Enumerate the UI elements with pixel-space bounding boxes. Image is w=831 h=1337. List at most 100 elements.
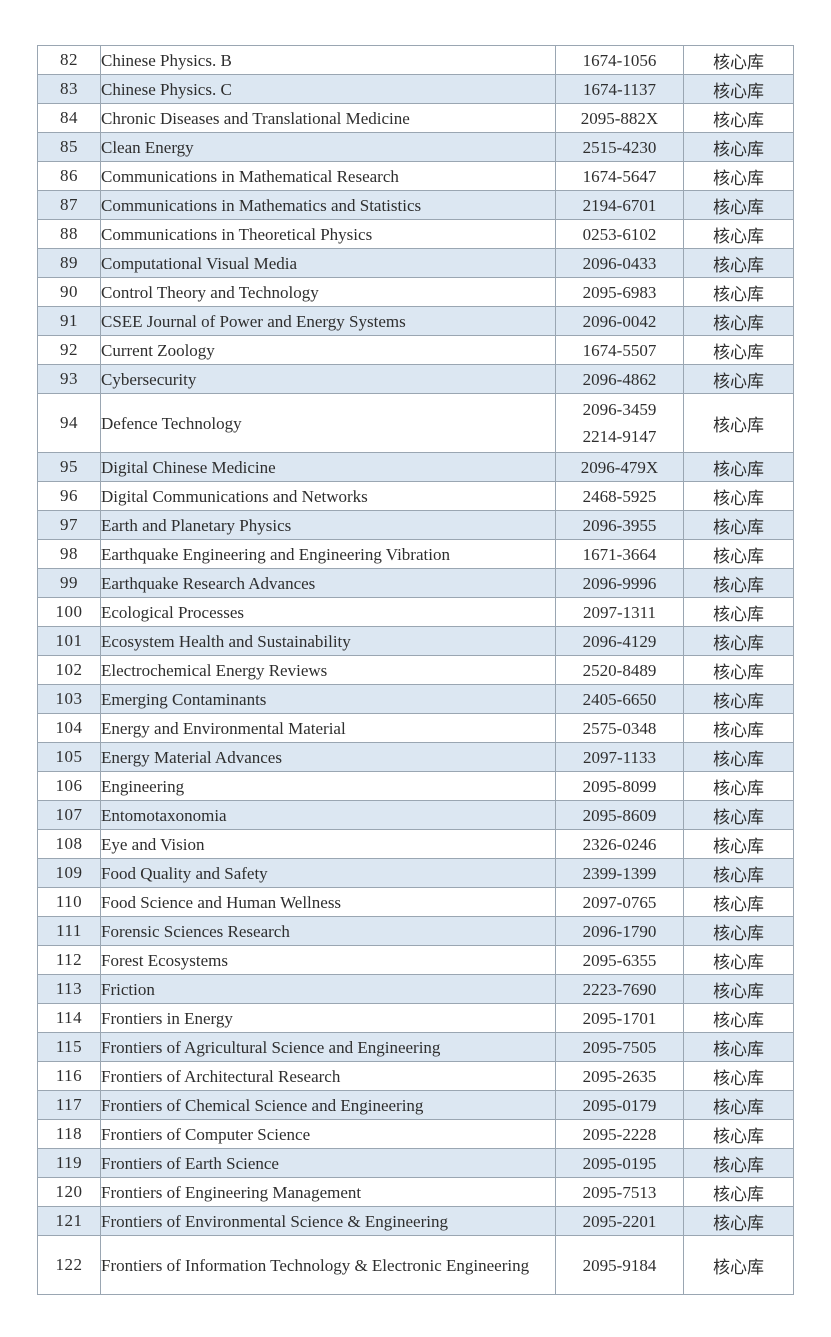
row-number-cell: 112: [37, 945, 101, 975]
status-cell: 核心库: [683, 481, 794, 511]
status-cell: 核心库: [683, 277, 794, 307]
issn-cell: 2575-0348: [555, 713, 684, 743]
journal-name-cell: Ecological Processes: [100, 597, 556, 627]
issn-value: 2096-4862: [582, 369, 657, 389]
journal-name-cell: Forensic Sciences Research: [100, 916, 556, 946]
issn-value: 2096-1790: [582, 921, 657, 941]
journal-name-cell: Frontiers of Computer Science: [100, 1119, 556, 1149]
row-number-cell: 122: [37, 1235, 101, 1295]
journal-name-cell: Defence Technology: [100, 393, 556, 453]
status-cell: 核心库: [683, 684, 794, 714]
issn-value: 2095-0179: [582, 1095, 657, 1115]
issn-value: 2095-0195: [582, 1153, 657, 1173]
status-cell: 核心库: [683, 1003, 794, 1033]
issn-cell: 1674-1137: [555, 74, 684, 104]
status-cell: 核心库: [683, 742, 794, 772]
issn-cell: 2095-882X: [555, 103, 684, 133]
journal-name-cell: Food Quality and Safety: [100, 858, 556, 888]
issn-value: 2520-8489: [582, 660, 657, 680]
table-row: 112 Forest Ecosystems 2095-6355 核心库: [37, 945, 794, 975]
journal-name-cell: Communications in Mathematical Research: [100, 161, 556, 191]
status-cell: 核心库: [683, 1177, 794, 1207]
issn-value: 2096-3459: [582, 400, 657, 419]
row-number-cell: 92: [37, 335, 101, 365]
row-number-cell: 83: [37, 74, 101, 104]
issn-cell: 2095-7505: [555, 1032, 684, 1062]
table-row: 86 Communications in Mathematical Researc…: [37, 161, 794, 191]
status-cell: 核心库: [683, 452, 794, 482]
journal-list-table: 82 Chinese Physics. B 1674-1056 核心库 83 Chines…: [37, 45, 794, 1295]
table-row: 107 Entomotaxonomia 2095-8609 核心库: [37, 800, 794, 830]
status-cell: 核心库: [683, 364, 794, 394]
journal-name-cell: Frontiers of Architectural Research: [100, 1061, 556, 1091]
issn-cell: 2096-0042: [555, 306, 684, 336]
row-number-cell: 105: [37, 742, 101, 772]
journal-name-cell: Electrochemical Energy Reviews: [100, 655, 556, 685]
issn-cell: 2095-6355: [555, 945, 684, 975]
issn-value: 2095-2635: [582, 1066, 657, 1086]
table-row: 100 Ecological Processes 2097-1311 核心库: [37, 597, 794, 627]
table-row: 116 Frontiers of Architectural Research 20…: [37, 1061, 794, 1091]
table-row: 119 Frontiers of Earth Science 2095-0195 核心…: [37, 1148, 794, 1178]
row-number-cell: 100: [37, 597, 101, 627]
table-row: 91 CSEE Journal of Power and Energy Syste…: [37, 306, 794, 336]
table-row: 96 Digital Communications and Networks 246…: [37, 481, 794, 511]
journal-name-cell: Emerging Contaminants: [100, 684, 556, 714]
status-cell: 核心库: [683, 916, 794, 946]
table-row: 117 Frontiers of Chemical Science and Eng…: [37, 1090, 794, 1120]
status-cell: 核心库: [683, 190, 794, 220]
status-cell: 核心库: [683, 1148, 794, 1178]
journal-name-cell: Clean Energy: [100, 132, 556, 162]
journal-name-cell: CSEE Journal of Power and Energy Systems: [100, 306, 556, 336]
table-row: 111 Forensic Sciences Research 2096-1790 核心…: [37, 916, 794, 946]
issn-value: 2097-0765: [582, 892, 657, 912]
issn-cell: 2405-6650: [555, 684, 684, 714]
issn-value: 2097-1133: [582, 747, 657, 767]
journal-name-cell: Communications in Mathematics and Statis…: [100, 190, 556, 220]
status-cell: 核心库: [683, 1235, 794, 1295]
journal-name-cell: Frontiers of Chemical Science and Engine…: [100, 1090, 556, 1120]
journal-name-cell: Cybersecurity: [100, 364, 556, 394]
journal-name-cell: Computational Visual Media: [100, 248, 556, 278]
issn-cell: 2096-9996: [555, 568, 684, 598]
issn-cell: 2096-4129: [555, 626, 684, 656]
row-number-cell: 114: [37, 1003, 101, 1033]
table-row: 99 Earthquake Research Advances 2096-9996 核…: [37, 568, 794, 598]
row-number-cell: 102: [37, 655, 101, 685]
issn-value: 2097-1311: [582, 602, 657, 622]
status-cell: 核心库: [683, 219, 794, 249]
issn-cell: 2095-1701: [555, 1003, 684, 1033]
issn-cell: 2095-0179: [555, 1090, 684, 1120]
status-cell: 核心库: [683, 713, 794, 743]
row-number-cell: 101: [37, 626, 101, 656]
issn-value: 2468-5925: [582, 486, 657, 506]
issn-value: 2095-2228: [582, 1124, 657, 1144]
issn-value: 1674-5647: [582, 166, 657, 186]
issn-value: 2096-479X: [580, 457, 659, 477]
issn-value: 2095-6983: [582, 282, 657, 302]
journal-name-cell: Communications in Theoretical Physics: [100, 219, 556, 249]
issn-cell: 2096-479X: [555, 452, 684, 482]
issn-value: 2096-4129: [582, 631, 657, 651]
row-number-cell: 108: [37, 829, 101, 859]
issn-cell: 2096-3955: [555, 510, 684, 540]
row-number-cell: 107: [37, 800, 101, 830]
issn-value: 2095-9184: [582, 1255, 657, 1275]
journal-name-cell: Earth and Planetary Physics: [100, 510, 556, 540]
issn-value: 0253-6102: [582, 224, 657, 244]
row-number-cell: 98: [37, 539, 101, 569]
issn-value: 2575-0348: [582, 718, 657, 738]
status-cell: 核心库: [683, 1061, 794, 1091]
status-cell: 核心库: [683, 45, 794, 75]
row-number-cell: 86: [37, 161, 101, 191]
issn-value: 2096-0042: [582, 311, 657, 331]
table-row: 102 Electrochemical Energy Reviews 2520-84…: [37, 655, 794, 685]
table-row: 87 Communications in Mathematics and Stat…: [37, 190, 794, 220]
issn-value: 1674-1137: [582, 79, 657, 99]
row-number-cell: 95: [37, 452, 101, 482]
issn-value: 2095-882X: [580, 108, 659, 128]
status-cell: 核心库: [683, 393, 794, 453]
journal-name-cell: Ecosystem Health and Sustainability: [100, 626, 556, 656]
row-number-cell: 116: [37, 1061, 101, 1091]
